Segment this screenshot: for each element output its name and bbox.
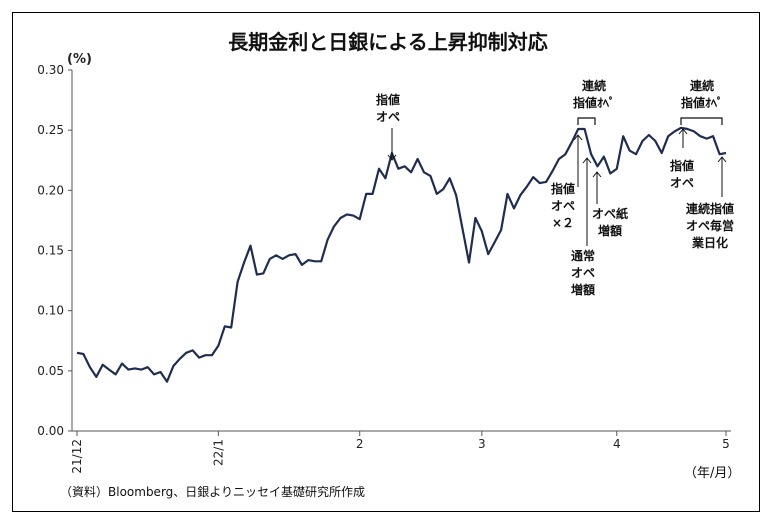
x-tick-label: 2 (356, 437, 364, 451)
annotation-label: オペ毎営 (686, 218, 734, 233)
annotation-label: 通常 (571, 248, 595, 263)
annotation-label: 連続 (582, 78, 606, 93)
annotation-label: ×２ (552, 216, 574, 230)
annotation-bracket (577, 117, 596, 125)
x-tick-label: 22/1 (211, 439, 225, 466)
annotation-arrowhead (387, 154, 397, 161)
annotation-label: オペ (670, 176, 694, 190)
annotation-arrowhead (678, 128, 688, 135)
x-tick-label: 3 (478, 437, 486, 451)
y-tick-label: 0.00 (37, 424, 64, 438)
y-tick-label: 0.30 (37, 63, 64, 77)
annotation-label: 連続 (690, 78, 714, 93)
annotation-arrowhead (573, 134, 583, 141)
series-line (76, 126, 727, 383)
annotation-label: 指値 (376, 92, 400, 107)
x-tick-label: 5 (722, 437, 730, 451)
annotation-arrowhead (717, 156, 727, 163)
source-note: （資料）Bloomberg、日銀よりニッセイ基礎研究所作成 (60, 485, 366, 499)
annotation-label: 連続指値 (686, 201, 734, 216)
annotation-arrowhead (582, 157, 592, 164)
x-axis-unit-label: （年/月） (684, 466, 741, 481)
annotation-bracket (680, 117, 723, 125)
annotation-label: 指値 (551, 181, 575, 196)
y-tick-label: 0.05 (37, 364, 64, 378)
x-tick-label: 4 (613, 437, 621, 451)
chart-frame (12, 12, 760, 512)
y-tick-label: 0.15 (37, 244, 64, 258)
y-tick-label: 0.20 (37, 183, 64, 197)
annotation-label: オペ (571, 266, 595, 280)
annotation-label: 指値 (670, 158, 694, 173)
annotation-label: オペ (376, 110, 400, 124)
annotation-label: 業日化 (691, 235, 728, 250)
annotation-label: 増額 (571, 282, 595, 297)
annotation-label: 指値ｵﾍﾟ (681, 95, 723, 110)
y-axis-unit-label: (%) (67, 52, 92, 67)
x-tick-label: 21/12 (70, 439, 84, 474)
annotation-label: オペ紙 (592, 206, 628, 221)
y-tick-label: 0.25 (37, 123, 64, 137)
annotation-arrowhead (592, 171, 602, 178)
annotation-label: 指値ｵﾍﾟ (573, 95, 615, 110)
chart-title: 長期金利と日銀による上昇抑制対応 (228, 30, 548, 54)
annotation-label: 増額 (598, 223, 622, 238)
annotation-label: オペ (551, 199, 575, 213)
y-tick-label: 0.10 (37, 304, 64, 318)
